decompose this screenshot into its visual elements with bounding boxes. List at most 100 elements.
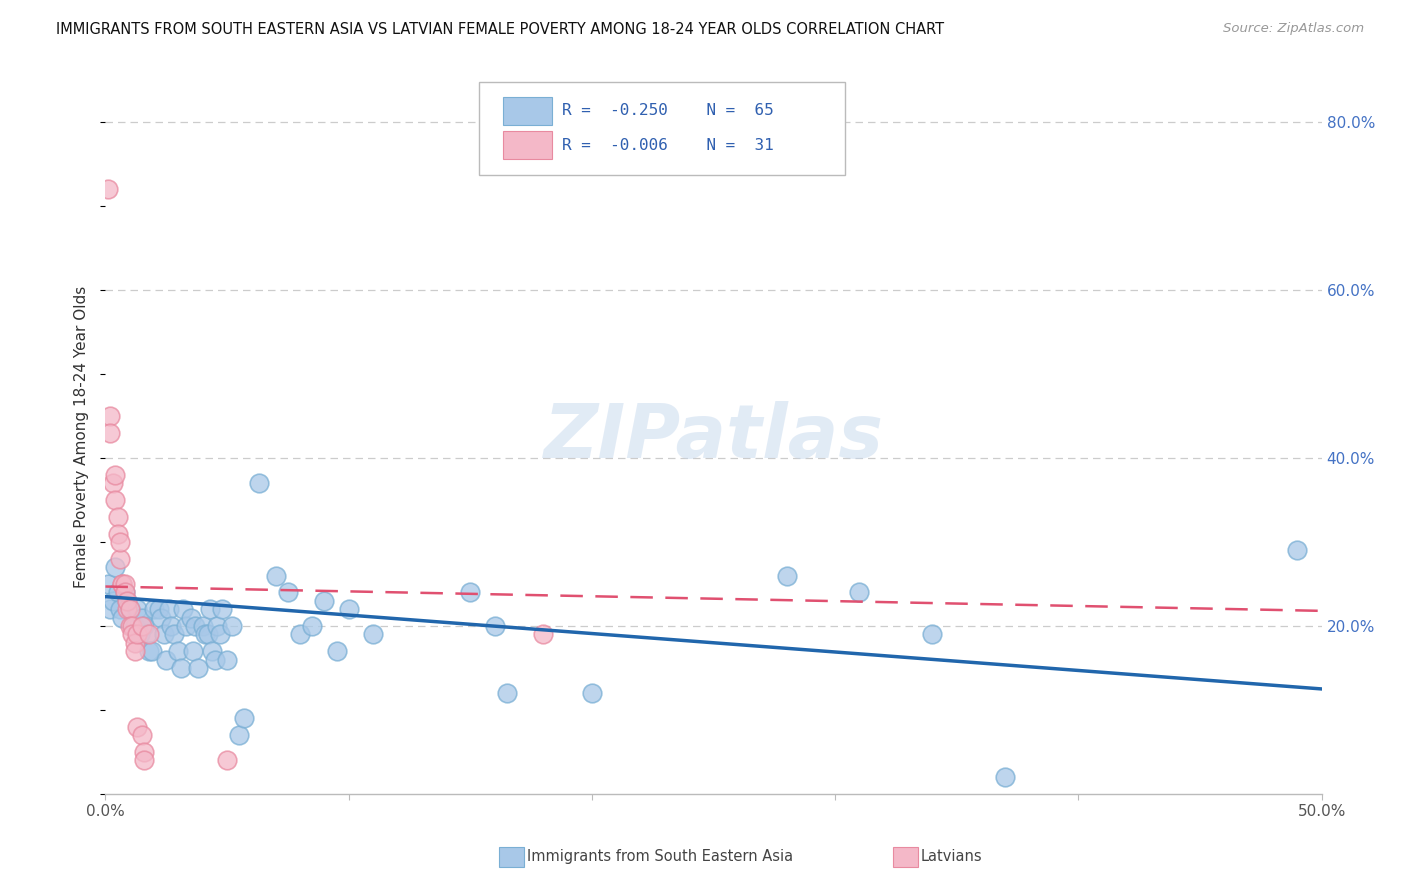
- Point: [288, 627, 311, 641]
- Point: [117, 594, 139, 608]
- Point: [197, 627, 219, 641]
- Point: [107, 526, 129, 541]
- Point: [128, 627, 150, 641]
- Point: [204, 652, 226, 666]
- Point: [124, 636, 146, 650]
- Text: ZIPatlas: ZIPatlas: [544, 401, 883, 474]
- Point: [101, 594, 124, 608]
- Point: [184, 619, 207, 633]
- Point: [114, 577, 136, 591]
- Point: [201, 644, 224, 658]
- Text: R =  -0.250    N =  65: R = -0.250 N = 65: [561, 103, 773, 119]
- Point: [264, 568, 287, 582]
- Point: [181, 644, 204, 658]
- Point: [107, 585, 129, 599]
- Point: [134, 745, 156, 759]
- Point: [217, 753, 239, 767]
- Point: [484, 619, 506, 633]
- Point: [131, 728, 153, 742]
- Point: [141, 644, 163, 658]
- Point: [104, 493, 127, 508]
- Point: [134, 753, 156, 767]
- Text: Latvians: Latvians: [921, 849, 983, 863]
- Point: [191, 619, 214, 633]
- Point: [247, 476, 270, 491]
- Point: [153, 627, 176, 641]
- Point: [143, 602, 166, 616]
- Point: [775, 568, 797, 582]
- Text: Immigrants from South Eastern Asia: Immigrants from South Eastern Asia: [527, 849, 793, 863]
- Point: [118, 602, 141, 616]
- Point: [108, 602, 131, 616]
- Text: IMMIGRANTS FROM SOUTH EASTERN ASIA VS LATVIAN FEMALE POVERTY AMONG 18-24 YEAR OL: IMMIGRANTS FROM SOUTH EASTERN ASIA VS LA…: [56, 22, 945, 37]
- Point: [138, 644, 160, 658]
- Point: [111, 577, 134, 591]
- Point: [301, 619, 323, 633]
- Point: [111, 610, 134, 624]
- Point: [117, 602, 139, 616]
- Point: [98, 409, 121, 423]
- Point: [98, 602, 121, 616]
- Point: [233, 711, 256, 725]
- Point: [125, 602, 148, 616]
- Point: [277, 585, 299, 599]
- Point: [194, 627, 217, 641]
- Point: [118, 619, 141, 633]
- Point: [217, 652, 239, 666]
- Point: [125, 720, 148, 734]
- Y-axis label: Female Poverty Among 18-24 Year Olds: Female Poverty Among 18-24 Year Olds: [75, 286, 90, 588]
- Text: R =  -0.006    N =  31: R = -0.006 N = 31: [561, 137, 773, 153]
- Point: [104, 560, 127, 574]
- Point: [131, 610, 153, 624]
- Point: [581, 686, 603, 700]
- Point: [150, 610, 173, 624]
- Point: [848, 585, 870, 599]
- Point: [228, 728, 250, 742]
- Point: [921, 627, 943, 641]
- Point: [221, 619, 243, 633]
- Point: [148, 602, 170, 616]
- Point: [187, 661, 209, 675]
- Point: [131, 619, 153, 633]
- Point: [167, 644, 190, 658]
- Point: [172, 602, 194, 616]
- Point: [124, 619, 146, 633]
- Point: [337, 602, 360, 616]
- FancyBboxPatch shape: [479, 82, 845, 175]
- Point: [124, 644, 146, 658]
- Point: [1286, 543, 1309, 558]
- Point: [198, 602, 221, 616]
- Point: [121, 627, 143, 641]
- Point: [155, 652, 177, 666]
- Point: [121, 619, 143, 633]
- Point: [135, 627, 157, 641]
- Point: [111, 577, 134, 591]
- Point: [994, 770, 1017, 784]
- Point: [114, 585, 136, 599]
- Point: [162, 627, 184, 641]
- Point: [108, 551, 131, 566]
- Point: [160, 619, 183, 633]
- Point: [114, 585, 136, 599]
- Point: [531, 627, 554, 641]
- Point: [125, 627, 148, 641]
- Point: [134, 619, 156, 633]
- Point: [314, 594, 336, 608]
- Point: [174, 619, 197, 633]
- Bar: [503, 131, 551, 160]
- Point: [325, 644, 347, 658]
- Point: [157, 602, 180, 616]
- Point: [180, 610, 202, 624]
- Point: [458, 585, 481, 599]
- Point: [495, 686, 517, 700]
- Point: [118, 602, 141, 616]
- Point: [104, 467, 127, 482]
- Point: [97, 182, 120, 196]
- Point: [207, 619, 229, 633]
- Point: [361, 627, 384, 641]
- Point: [101, 476, 124, 491]
- Point: [107, 509, 129, 524]
- Point: [98, 425, 121, 440]
- Point: [97, 577, 120, 591]
- Point: [211, 602, 233, 616]
